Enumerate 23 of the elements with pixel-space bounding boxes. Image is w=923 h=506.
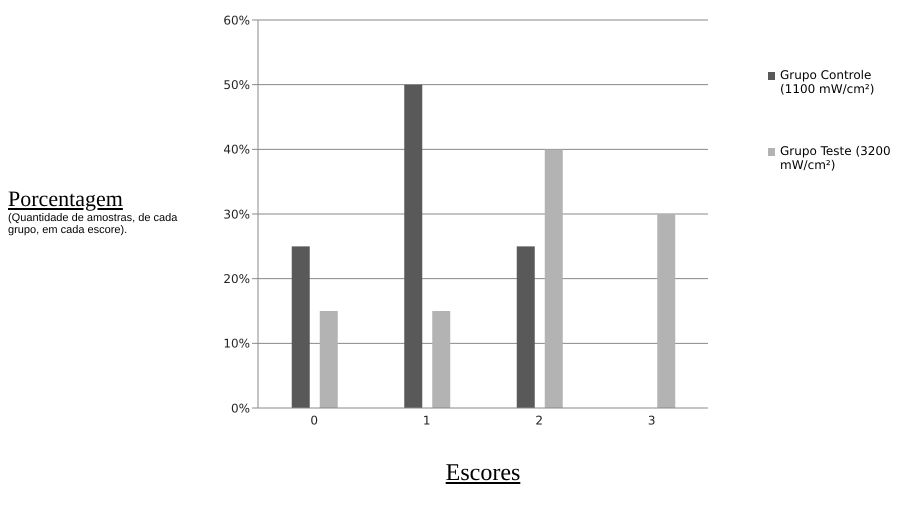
y-tick-label: 60% <box>223 13 250 28</box>
x-tick-label: 2 <box>535 414 544 428</box>
bar <box>404 84 422 408</box>
y-tick-label: 0% <box>230 401 250 416</box>
x-tick-label: 3 <box>648 414 656 428</box>
bar <box>544 149 563 408</box>
bar <box>432 311 450 408</box>
legend-label: Grupo Teste (3200 mW/cm²) <box>780 144 892 172</box>
y-tick-label: 30% <box>223 207 250 222</box>
y-tick-label: 10% <box>223 336 250 351</box>
x-tick-label: 1 <box>422 414 431 428</box>
bar <box>292 246 310 408</box>
y-tick-label: 50% <box>223 78 250 92</box>
bar <box>657 214 676 408</box>
y-tick-label: 20% <box>223 272 250 286</box>
y-tick-label: 40% <box>223 142 250 157</box>
text: (Quantidade de amostras, de cada grupo, em cada escore). <box>8 212 178 236</box>
bar <box>516 246 535 408</box>
legend-label: Grupo Controle (1100 mW/cm²) <box>780 68 876 96</box>
x-axis-title: Escores <box>444 460 522 487</box>
x-tick-label: 0 <box>310 414 318 428</box>
bar <box>320 311 338 408</box>
y-axis-title: Porcentagem <box>8 186 123 211</box>
